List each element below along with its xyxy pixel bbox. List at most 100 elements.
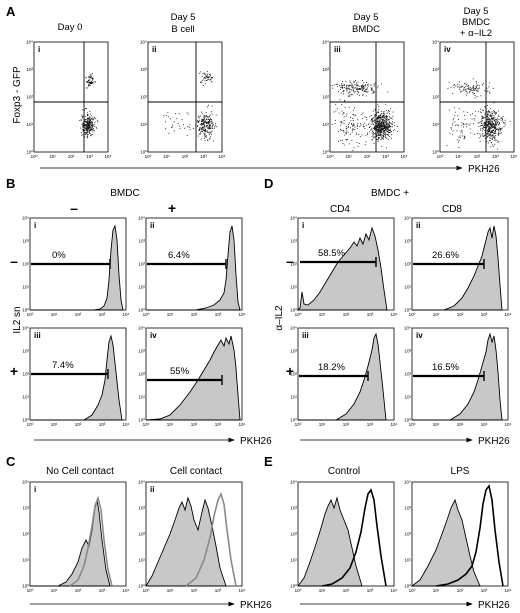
event-dot	[373, 91, 375, 93]
event-dot	[363, 124, 364, 126]
event-dot	[90, 76, 92, 77]
event-dot	[348, 106, 350, 108]
y-tick-label: 10³	[404, 349, 411, 354]
event-dot	[450, 86, 452, 88]
event-dot	[476, 96, 478, 97]
event-dot	[198, 115, 200, 117]
event-dot	[491, 124, 493, 126]
event-dot	[380, 122, 382, 124]
event-dot	[469, 92, 471, 94]
event-dot	[201, 111, 203, 113]
event-dot	[377, 127, 379, 129]
y-tick-label: 10²	[322, 95, 329, 100]
y-tick-label: 10¹	[138, 395, 145, 400]
event-dot	[494, 127, 496, 128]
event-dot	[481, 118, 483, 120]
event-dot	[89, 121, 91, 123]
event-dot	[386, 128, 388, 130]
event-dot	[380, 126, 382, 127]
event-dot	[84, 118, 86, 120]
y-tick-label: 10⁴	[22, 480, 29, 485]
event-dot	[470, 90, 472, 92]
event-dot	[379, 124, 381, 125]
panel-a-plot-title: B cell	[171, 24, 194, 35]
event-dot	[340, 130, 342, 131]
event-dot	[168, 133, 170, 134]
event-dot	[175, 113, 176, 115]
event-dot	[97, 120, 98, 122]
event-dot	[89, 129, 91, 131]
x-tick-label: 10¹	[167, 422, 174, 427]
event-dot	[489, 115, 491, 117]
event-dot	[204, 137, 205, 139]
event-dot	[458, 139, 460, 141]
event-dot	[354, 87, 356, 89]
event-dot	[381, 146, 383, 147]
x-tick-label: 10²	[68, 154, 75, 159]
event-dot	[463, 88, 465, 90]
event-dot	[206, 131, 208, 133]
event-dot	[336, 83, 337, 85]
histogram-plot	[410, 481, 509, 587]
x-tick-label: 10¹	[433, 422, 440, 427]
event-dot	[385, 123, 387, 124]
event-dot	[489, 131, 490, 133]
event-dot	[205, 118, 207, 120]
x-tick-label: 10³	[99, 588, 106, 593]
event-dot	[89, 120, 91, 122]
event-dot	[480, 129, 482, 131]
event-dot	[209, 125, 210, 127]
event-dot	[91, 134, 93, 136]
event-dot	[493, 125, 495, 127]
event-dot	[373, 136, 375, 138]
event-dot	[89, 83, 91, 84]
event-dot	[456, 130, 458, 132]
event-dot	[390, 107, 392, 109]
event-dot	[480, 111, 481, 113]
event-dot	[357, 125, 358, 127]
x-tick-label: 10²	[75, 312, 82, 317]
event-dot	[215, 123, 216, 125]
x-tick-label: 10²	[474, 154, 481, 159]
panel-a-plot-title: Day 5	[171, 12, 196, 23]
event-dot	[82, 116, 84, 117]
event-dot	[204, 73, 206, 75]
event-dot	[495, 123, 497, 125]
event-dot	[488, 127, 490, 129]
panel-e-plot-title: LPS	[451, 466, 470, 477]
event-dot	[88, 118, 90, 120]
event-dot	[482, 109, 484, 111]
event-dot	[350, 133, 351, 135]
event-dot	[385, 128, 387, 129]
event-dot	[356, 132, 357, 134]
event-dot	[197, 135, 199, 137]
event-dot	[208, 124, 210, 126]
event-dot	[197, 125, 198, 127]
plot-roman-label: ii	[150, 221, 154, 230]
event-dot	[384, 128, 386, 130]
event-dot	[497, 121, 499, 123]
event-dot	[208, 127, 209, 129]
event-dot	[485, 126, 487, 128]
event-dot	[366, 117, 368, 118]
event-dot	[383, 111, 385, 113]
x-tick-label: 10¹	[345, 154, 352, 159]
event-dot	[82, 117, 83, 119]
event-dot	[496, 119, 498, 121]
event-dot	[476, 133, 478, 134]
event-dot	[89, 132, 90, 134]
event-dot	[387, 123, 389, 125]
event-dot	[375, 142, 377, 143]
event-dot	[379, 123, 380, 125]
event-dot	[458, 124, 459, 126]
event-dot	[363, 82, 365, 84]
event-dot	[345, 130, 347, 132]
event-dot	[489, 124, 491, 125]
event-dot	[88, 79, 89, 81]
event-dot	[496, 119, 498, 121]
event-dot	[342, 130, 344, 131]
y-tick-label: 10³	[140, 67, 147, 72]
event-dot	[202, 123, 203, 125]
event-dot	[489, 128, 491, 130]
event-dot	[483, 123, 485, 124]
